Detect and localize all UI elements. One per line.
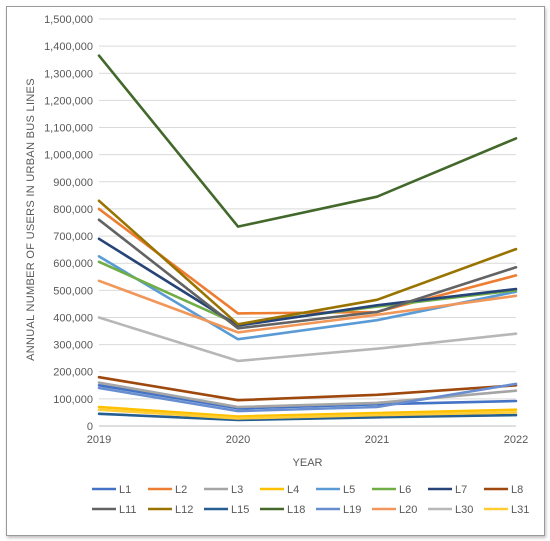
legend-label: L2 — [175, 484, 187, 496]
legend-item-l18: L18 — [260, 504, 305, 516]
series-line-l11 — [97, 218, 518, 330]
legend-item-l8: L8 — [484, 484, 523, 496]
y-tick-label: 600,000 — [53, 258, 93, 270]
y-tick-label: 500,000 — [53, 285, 93, 297]
legend-item-l20: L20 — [372, 504, 417, 516]
x-tick-labels: 2019 2020 2021 2022 — [87, 434, 528, 446]
series-line-l20 — [97, 279, 518, 334]
series-line-l1 — [97, 383, 518, 410]
legend-item-l31: L31 — [484, 504, 529, 516]
legend-label: L19 — [343, 504, 361, 516]
y-tick-label: 800,000 — [53, 204, 93, 216]
legend-label: L12 — [175, 504, 193, 516]
legend-item-l6: L6 — [372, 484, 411, 496]
legend-label: L8 — [511, 484, 523, 496]
y-tick-label: 1,100,000 — [44, 123, 93, 135]
legend-label: L20 — [399, 504, 417, 516]
legend-label: L31 — [511, 504, 529, 516]
series-line-l8 — [97, 375, 518, 402]
y-tick-label: 1,400,000 — [44, 41, 93, 53]
series-line-l19 — [97, 382, 518, 413]
legend-item-l15: L15 — [204, 504, 249, 516]
series-line-l4 — [97, 405, 518, 418]
y-tick-label: 900,000 — [53, 177, 93, 189]
legend: L1 L2 L3 L4 L5 L6 L7 L8 L11 L12 L15 L18 L19 L20 L30 L31 — [92, 484, 529, 516]
legend-label: L7 — [455, 484, 467, 496]
series-line-l18 — [97, 54, 518, 228]
series-line-l7 — [97, 237, 518, 327]
y-tick-label: 200,000 — [53, 367, 93, 379]
legend-label: L6 — [399, 484, 411, 496]
x-tick-label: 2019 — [87, 434, 111, 446]
legend-label: L3 — [231, 484, 243, 496]
series-line-l31 — [97, 408, 518, 420]
legend-item-l7: L7 — [428, 484, 467, 496]
legend-label: L15 — [231, 504, 249, 516]
gridlines — [99, 18, 516, 400]
y-tick-label: 700,000 — [53, 231, 93, 243]
legend-label: L1 — [119, 484, 131, 496]
y-tick-label: 100,000 — [53, 394, 93, 406]
legend-item-l4: L4 — [260, 484, 299, 496]
series-line-l3 — [97, 381, 518, 409]
y-tick-label: 1,500,000 — [44, 14, 93, 26]
x-tick-label: 2022 — [504, 434, 528, 446]
legend-item-l1: L1 — [92, 484, 131, 496]
legend-item-l19: L19 — [316, 504, 361, 516]
legend-label: L5 — [343, 484, 355, 496]
series-line-l15 — [97, 412, 518, 422]
y-tick-label: 1,300,000 — [44, 68, 93, 80]
y-tick-label: 400,000 — [53, 312, 93, 324]
legend-label: L4 — [287, 484, 299, 496]
x-axis-label: YEAR — [293, 457, 323, 469]
y-tick-label: 300,000 — [53, 340, 93, 352]
series-line-l30 — [97, 316, 518, 363]
y-tick-label: 1,200,000 — [44, 95, 93, 107]
legend-item-l5: L5 — [316, 484, 355, 496]
y-tick-label: 0 — [87, 421, 93, 433]
y-tick-label: 1,000,000 — [44, 150, 93, 162]
x-tick-label: 2021 — [365, 434, 389, 446]
legend-label: L18 — [287, 504, 305, 516]
legend-item-l12: L12 — [148, 504, 193, 516]
series-lines — [97, 54, 518, 422]
y-axis-label: ANNUAL NUMBER OF USERS IN URBAN BUS LINE… — [25, 78, 37, 361]
legend-label: L30 — [455, 504, 473, 516]
x-tick-label: 2020 — [226, 434, 250, 446]
legend-label: L11 — [119, 504, 137, 516]
legend-item-l3: L3 — [204, 484, 243, 496]
series-line-l12 — [97, 199, 518, 326]
y-tick-labels: 0 100,000 200,000 300,000 400,000 500,000 600,… — [44, 14, 93, 433]
legend-item-l30: L30 — [428, 504, 473, 516]
legend-item-l2: L2 — [148, 484, 187, 496]
legend-item-l11: L11 — [92, 504, 137, 516]
